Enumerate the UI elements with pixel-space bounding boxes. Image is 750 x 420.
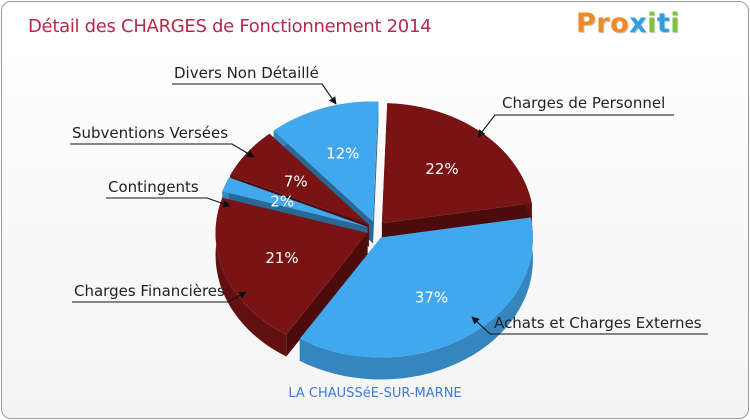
callout-arrow	[172, 83, 337, 105]
slice-category-label: Contingents	[108, 178, 199, 196]
logo-letter: i	[670, 8, 681, 39]
slice-category-label: Charges de Personnel	[502, 94, 665, 112]
percent-label: 21%	[265, 249, 298, 267]
pie-slice	[222, 177, 368, 227]
percent-label: 12%	[326, 145, 359, 163]
commune-label: LA CHAUSSéE-SUR-MARNE	[288, 386, 462, 401]
pie-slice	[381, 103, 532, 224]
logo-letter: i	[647, 8, 657, 39]
logo-letter: P	[576, 8, 597, 39]
chart-title: Détail des CHARGES de Fonctionnement 201…	[28, 16, 432, 37]
proxiti-logo: Proxiti	[576, 8, 680, 39]
slice-category-label: Subventions Versées	[72, 124, 228, 142]
callout-arrow	[106, 197, 231, 208]
percent-label: 2%	[270, 192, 294, 210]
logo-letter: x	[629, 8, 648, 39]
slice-category-label: Charges Financières	[74, 282, 225, 300]
callout-arrow	[72, 291, 247, 303]
callout-arrow	[477, 114, 674, 138]
logo-letter: r	[596, 8, 611, 39]
percent-label: 37%	[415, 288, 448, 306]
pie-slice	[230, 133, 369, 225]
callout-arrow	[70, 143, 255, 158]
logo-letter: t	[656, 8, 671, 39]
pie-slice	[215, 197, 368, 335]
callout-arrow	[471, 316, 708, 335]
pie-slice	[273, 101, 379, 222]
logo-letter: o	[610, 8, 630, 39]
percent-label: 7%	[284, 173, 308, 191]
slice-category-label: Divers Non Détaillé	[174, 64, 319, 82]
slice-category-label: Achats et Charges Externes	[494, 314, 702, 332]
percent-label: 22%	[425, 160, 458, 178]
